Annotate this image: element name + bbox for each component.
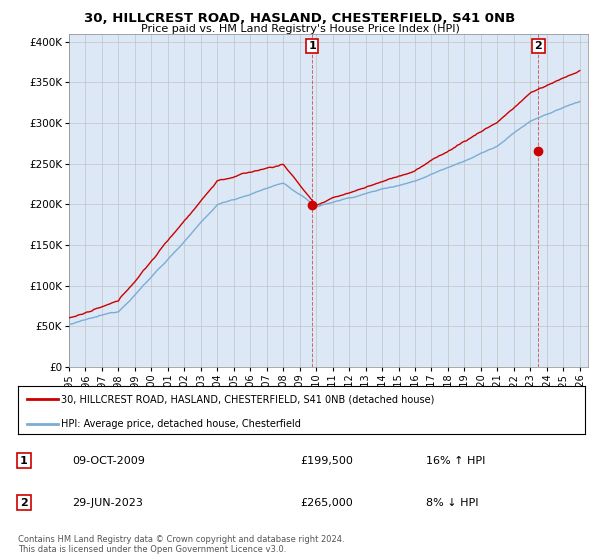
Text: HPI: Average price, detached house, Chesterfield: HPI: Average price, detached house, Ches… xyxy=(61,418,301,428)
Text: 2: 2 xyxy=(20,498,28,507)
Text: £265,000: £265,000 xyxy=(300,498,353,507)
Text: 1: 1 xyxy=(308,41,316,51)
Text: 29-JUN-2023: 29-JUN-2023 xyxy=(72,498,143,507)
Text: 16% ↑ HPI: 16% ↑ HPI xyxy=(426,456,485,465)
Text: 30, HILLCREST ROAD, HASLAND, CHESTERFIELD, S41 0NB: 30, HILLCREST ROAD, HASLAND, CHESTERFIEL… xyxy=(85,12,515,25)
Text: 2: 2 xyxy=(535,41,542,51)
Text: 1: 1 xyxy=(20,456,28,465)
Text: 30, HILLCREST ROAD, HASLAND, CHESTERFIELD, S41 0NB (detached house): 30, HILLCREST ROAD, HASLAND, CHESTERFIEL… xyxy=(61,394,434,404)
Text: Contains HM Land Registry data © Crown copyright and database right 2024.
This d: Contains HM Land Registry data © Crown c… xyxy=(18,535,344,554)
Text: 09-OCT-2009: 09-OCT-2009 xyxy=(72,456,145,465)
Text: 8% ↓ HPI: 8% ↓ HPI xyxy=(426,498,479,507)
Text: Price paid vs. HM Land Registry's House Price Index (HPI): Price paid vs. HM Land Registry's House … xyxy=(140,24,460,34)
Text: £199,500: £199,500 xyxy=(300,456,353,465)
